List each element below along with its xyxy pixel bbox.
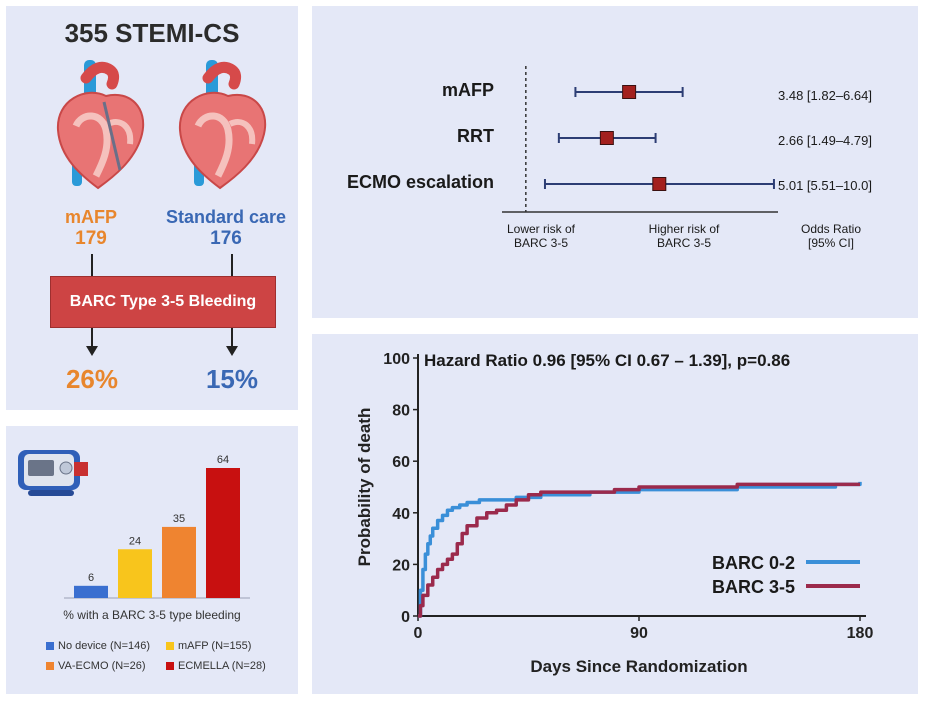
legend-label: mAFP (N=155)	[178, 640, 252, 652]
legend-label: No device (N=146)	[58, 640, 151, 652]
arm-label-standard-care: Standard care	[165, 207, 287, 227]
bar-value-label: 24	[129, 535, 141, 547]
pct-mafp: 26%	[65, 364, 119, 394]
km-legend-label: BARC 3-5	[712, 577, 795, 597]
km-chart: 0 20 40 60 80 100 0 90 180 Days Since Randomizati…	[355, 351, 874, 676]
forest-ci-value: 5.01 [5.51–10.0]	[778, 178, 872, 193]
km-series-barc-0-2	[418, 481, 862, 618]
legend-item: mAFP (N=155)	[166, 640, 251, 652]
km-x-tick-label: 90	[630, 625, 648, 642]
km-legend-label: BARC 0-2	[712, 553, 795, 573]
km-x-tick-label: 180	[847, 625, 874, 642]
forest-right-label-text: Higher risk of BARC 3-5	[648, 222, 720, 250]
forest-point-estimate	[652, 177, 667, 191]
bar-value-label: 64	[217, 454, 229, 466]
bar-caption: % with a BARC 3-5 type bleeding	[63, 608, 241, 622]
forest-ci-header-text: Odds Ratio [95% CI]	[800, 222, 862, 250]
forest-ci-value: 2.66 [1.49–4.79]	[778, 133, 872, 148]
legend-swatch	[46, 642, 54, 650]
legend-swatch	[166, 662, 174, 670]
legend-item: No device (N=146)	[46, 640, 150, 652]
km-title: Hazard Ratio 0.96 [95% CI 0.67 – 1.39], …	[424, 351, 790, 370]
flow-arrows	[86, 254, 238, 356]
km-y-tick-label: 100	[383, 351, 410, 368]
outcome-box: BARC Type 3-5 Bleeding	[50, 276, 276, 328]
km-y-tick-label: 60	[392, 454, 410, 471]
forest-plot-panel: mAFP RRT ECMO escalation 3.48 [1.82–6.64…	[312, 6, 918, 318]
trial-summary-panel: 355 STEMI-CS mAFP 179 Standard care 176 …	[6, 6, 298, 410]
trial-title: 355 STEMI-CS	[64, 18, 240, 48]
bar-chart: 6 24 35 64	[64, 454, 250, 599]
forest-plot	[502, 66, 778, 213]
legend-label: VA-ECMO (N=26)	[58, 660, 146, 672]
forest-ci-header: Odds Ratio [95% CI]	[786, 222, 876, 250]
legend-swatch	[46, 662, 54, 670]
heart-illustration-standard-care	[178, 60, 267, 190]
bar-value-label: 35	[173, 513, 185, 525]
arm-n-mafp: 179	[75, 228, 107, 249]
km-y-tick-label: 0	[401, 609, 410, 626]
km-y-tick-label: 40	[392, 506, 410, 523]
legend-item: VA-ECMO (N=26)	[46, 660, 146, 672]
forest-left-label: Lower risk of BARC 3-5	[488, 222, 594, 250]
bar-value-label: 6	[88, 572, 94, 584]
km-x-tick-label: 0	[414, 625, 423, 642]
forest-left-label-text: Lower risk of BARC 3-5	[506, 222, 576, 250]
legend-label: ECMELLA (N=28)	[178, 660, 266, 672]
km-x-axis-label: Days Since Randomization	[530, 657, 747, 676]
heart-illustration-mafp	[56, 60, 145, 190]
forest-point-estimate	[622, 85, 637, 99]
ecmo-device-icon	[18, 450, 88, 496]
km-panel: 0 20 40 60 80 100 0 90 180 Days Since Randomizati…	[312, 334, 918, 694]
forest-point-estimate	[599, 131, 614, 145]
bar-mafp	[118, 549, 152, 598]
legend-item: ECMELLA (N=28)	[166, 660, 266, 672]
legend-swatch	[166, 642, 174, 650]
km-y-axis-label: Probability of death	[355, 408, 374, 567]
arm-n-standard-care: 176	[210, 228, 242, 249]
km-series-barc-3-5	[418, 482, 860, 618]
forest-row-label: RRT	[457, 126, 494, 146]
km-y-tick-label: 20	[392, 557, 410, 574]
forest-row-label: ECMO escalation	[346, 172, 494, 192]
bar-va-ecmo	[162, 526, 196, 598]
forest-ci-value: 3.48 [1.82–6.64]	[778, 88, 872, 103]
forest-right-label: Higher risk of BARC 3-5	[624, 222, 744, 250]
bar-ecmella	[206, 468, 240, 598]
pct-standard-care: 15%	[205, 364, 259, 394]
forest-row-label: mAFP	[441, 80, 494, 100]
arm-label-mafp: mAFP	[64, 207, 117, 227]
bar-no-device	[74, 585, 108, 598]
device-bleeding-panel: 6 24 35 64 % with a BARC 3-5 type bleeding …	[6, 426, 298, 694]
km-y-tick-label: 80	[392, 403, 410, 420]
